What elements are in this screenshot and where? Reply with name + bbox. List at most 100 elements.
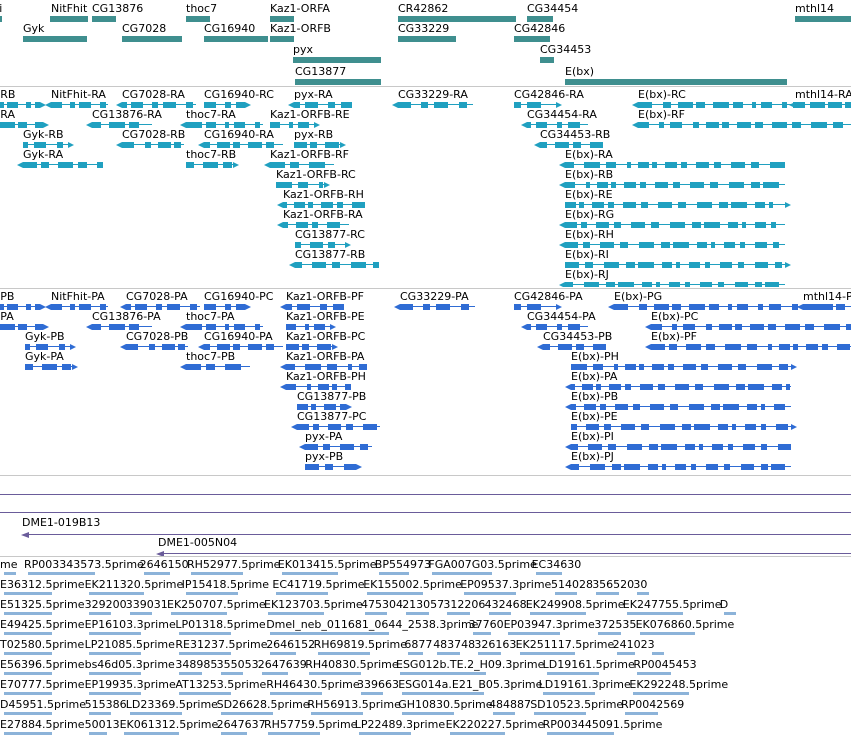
exon-block[interactable] xyxy=(625,384,631,390)
exon-block[interactable] xyxy=(670,222,685,228)
exon-block[interactable] xyxy=(320,304,327,310)
exon-block[interactable] xyxy=(23,162,37,168)
exon-block[interactable] xyxy=(225,122,229,128)
transcript-label[interactable]: Kaz1-ORFB-RE xyxy=(270,108,350,121)
est-label[interactable]: EP03947.3prime xyxy=(503,618,595,631)
protein-label[interactable]: ari-PB xyxy=(0,290,15,303)
exon-block[interactable] xyxy=(590,464,605,470)
protein-label[interactable]: CG16940-PA xyxy=(204,330,273,343)
gene-bar[interactable] xyxy=(270,36,294,42)
est-label[interactable]: E70777.5prime xyxy=(0,678,85,691)
exon-block[interactable] xyxy=(298,182,308,188)
exon-block[interactable] xyxy=(582,384,593,390)
est-bar[interactable] xyxy=(309,672,362,675)
protein-label[interactable]: CG42846-PA xyxy=(514,290,583,303)
exon-block[interactable] xyxy=(536,122,547,128)
exon-block[interactable] xyxy=(811,122,827,128)
exon-block[interactable] xyxy=(308,202,313,208)
exon-block[interactable] xyxy=(782,102,787,108)
exon-block[interactable] xyxy=(100,102,106,108)
exon-block[interactable] xyxy=(682,424,691,430)
est-label[interactable]: LD23369.5prime xyxy=(125,698,218,711)
exon-block[interactable] xyxy=(623,202,636,208)
exon-block[interactable] xyxy=(651,344,665,350)
transcript-label[interactable]: ari-RB xyxy=(0,88,16,101)
exon-block[interactable] xyxy=(352,202,365,208)
est-label[interactable]: 312206 xyxy=(443,598,486,611)
exon-block[interactable] xyxy=(333,304,344,310)
exon-block[interactable] xyxy=(204,344,210,350)
exon-block[interactable] xyxy=(639,304,647,310)
transcript-label[interactable]: Gyk-RA xyxy=(23,148,64,161)
gene-bar[interactable] xyxy=(270,16,294,22)
exon-block[interactable] xyxy=(676,262,680,268)
exon-block[interactable] xyxy=(167,304,180,310)
est-bar[interactable] xyxy=(555,592,578,595)
exon-block[interactable] xyxy=(740,242,745,248)
exon-block[interactable] xyxy=(327,222,340,228)
exon-block[interactable] xyxy=(672,324,677,330)
est-bar[interactable] xyxy=(4,572,16,575)
exon-block[interactable] xyxy=(761,404,765,410)
exon-block[interactable] xyxy=(571,384,575,390)
exon-block[interactable] xyxy=(234,122,245,128)
exon-block[interactable] xyxy=(604,262,619,268)
exon-block[interactable] xyxy=(571,364,587,370)
transcript-label[interactable]: E(bx)-RG xyxy=(565,208,615,221)
est-bar[interactable] xyxy=(637,672,671,675)
exon-block[interactable] xyxy=(704,222,720,228)
exon-block[interactable] xyxy=(311,404,316,410)
exon-block[interactable] xyxy=(662,262,672,268)
protein-label[interactable]: Gyk-PB xyxy=(25,330,65,343)
exon-block[interactable] xyxy=(768,344,772,350)
exon-block[interactable] xyxy=(669,282,680,287)
est-bar[interactable] xyxy=(534,712,587,715)
exon-block[interactable] xyxy=(585,262,593,268)
exon-block[interactable] xyxy=(18,122,27,128)
exon-block[interactable] xyxy=(206,364,215,370)
est-label[interactable]: EK061312.5prime xyxy=(119,718,219,731)
exon-block[interactable] xyxy=(769,202,773,208)
exon-block[interactable] xyxy=(97,162,103,168)
exon-block[interactable] xyxy=(641,202,648,208)
exon-block[interactable] xyxy=(675,384,689,390)
exon-block[interactable] xyxy=(661,444,677,450)
protein-label[interactable]: mthl14-PA xyxy=(803,290,851,303)
exon-block[interactable] xyxy=(313,424,319,430)
exon-block[interactable] xyxy=(659,122,664,128)
exon-block[interactable] xyxy=(255,122,260,128)
exon-block[interactable] xyxy=(295,262,302,268)
exon-block[interactable] xyxy=(579,202,584,208)
exon-block[interactable] xyxy=(341,102,352,108)
exon-block[interactable] xyxy=(694,424,710,430)
exon-block[interactable] xyxy=(459,102,467,108)
exon-block[interactable] xyxy=(745,424,756,430)
gene-bar[interactable] xyxy=(398,36,456,42)
est-label[interactable]: 329200 xyxy=(84,598,127,611)
exon-block[interactable] xyxy=(597,182,608,188)
exon-block[interactable] xyxy=(670,122,682,128)
exon-block[interactable] xyxy=(803,304,811,310)
exon-block[interactable] xyxy=(186,102,193,108)
exon-block[interactable] xyxy=(206,122,216,128)
exon-block[interactable] xyxy=(697,202,712,208)
exon-block[interactable] xyxy=(225,364,241,370)
exon-block[interactable] xyxy=(461,304,469,310)
est-label[interactable]: EK155002.5prime xyxy=(363,578,462,591)
exon-block[interactable] xyxy=(638,102,652,108)
exon-block[interactable] xyxy=(771,464,785,470)
est-label[interactable]: RH40830.5prime xyxy=(305,658,399,671)
exon-block[interactable] xyxy=(145,142,151,148)
est-label[interactable]: D45951.5prime xyxy=(0,698,87,711)
est-label[interactable]: FGA007G03.5prime xyxy=(428,558,537,571)
exon-block[interactable] xyxy=(641,424,649,430)
exon-block[interactable] xyxy=(615,404,628,410)
gene-bar[interactable] xyxy=(50,16,88,22)
protein-label[interactable]: Kaz1-ORFB-PE xyxy=(286,310,365,323)
exon-block[interactable] xyxy=(398,102,411,108)
exon-block[interactable] xyxy=(785,324,800,330)
est-bar[interactable] xyxy=(519,652,576,655)
exon-block[interactable] xyxy=(527,122,531,128)
exon-block[interactable] xyxy=(225,102,231,108)
exon-block[interactable] xyxy=(122,102,127,108)
